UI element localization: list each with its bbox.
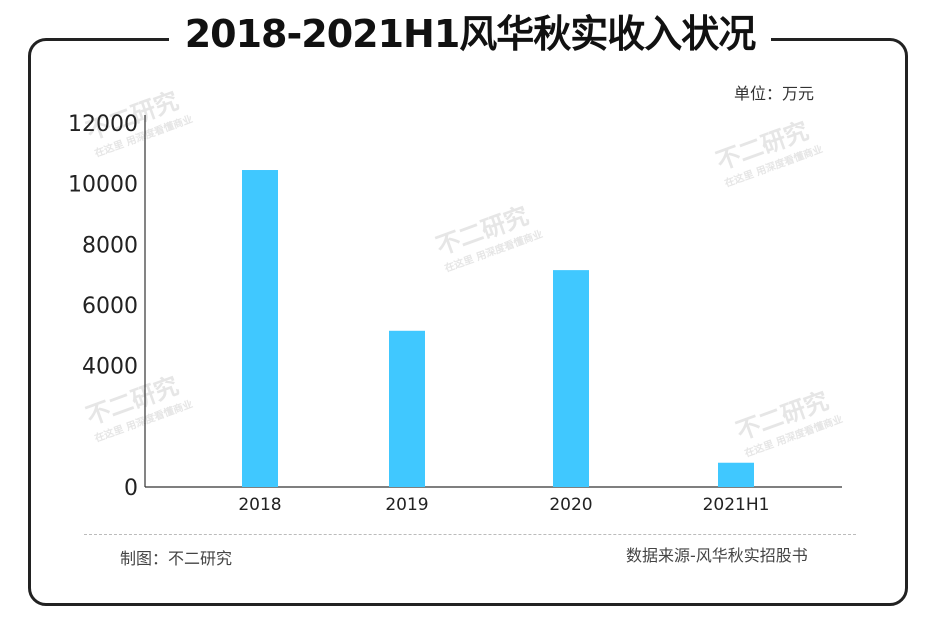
bar-2020 [553,270,589,487]
bar-2019 [389,330,425,487]
unit-label: 单位：万元 [734,84,815,103]
maker-label: 制图：不二研究 [120,549,233,568]
bar-2021H1 [718,462,754,487]
y-tick-label-3: 8000 [82,233,138,258]
bar-2018 [242,170,278,487]
y-tick-label-4: 10000 [68,173,138,198]
y-tick-label-5: 12000 [68,112,138,137]
chart-marks: 0 4000 6000 8000 10000 12000 2018 2019 2020 2021H… [68,112,842,515]
y-tick-label-1: 4000 [82,355,138,380]
y-tick-label-0: 0 [124,476,138,501]
x-tick-label-0: 2018 [238,495,281,515]
x-tick-label-3: 2021H1 [703,495,770,515]
x-tick-label-2: 2020 [549,495,592,515]
footer-divider [84,534,856,535]
chart-title: 2018-2021H1风华秋实收入状况 [168,6,772,62]
title-container: 2018-2021H1风华秋实收入状况 [0,6,940,62]
x-tick-label-1: 2019 [385,495,428,515]
y-tick-label-2: 6000 [82,294,138,319]
source-label: 数据来源-风华秋实招股书 [626,546,808,565]
